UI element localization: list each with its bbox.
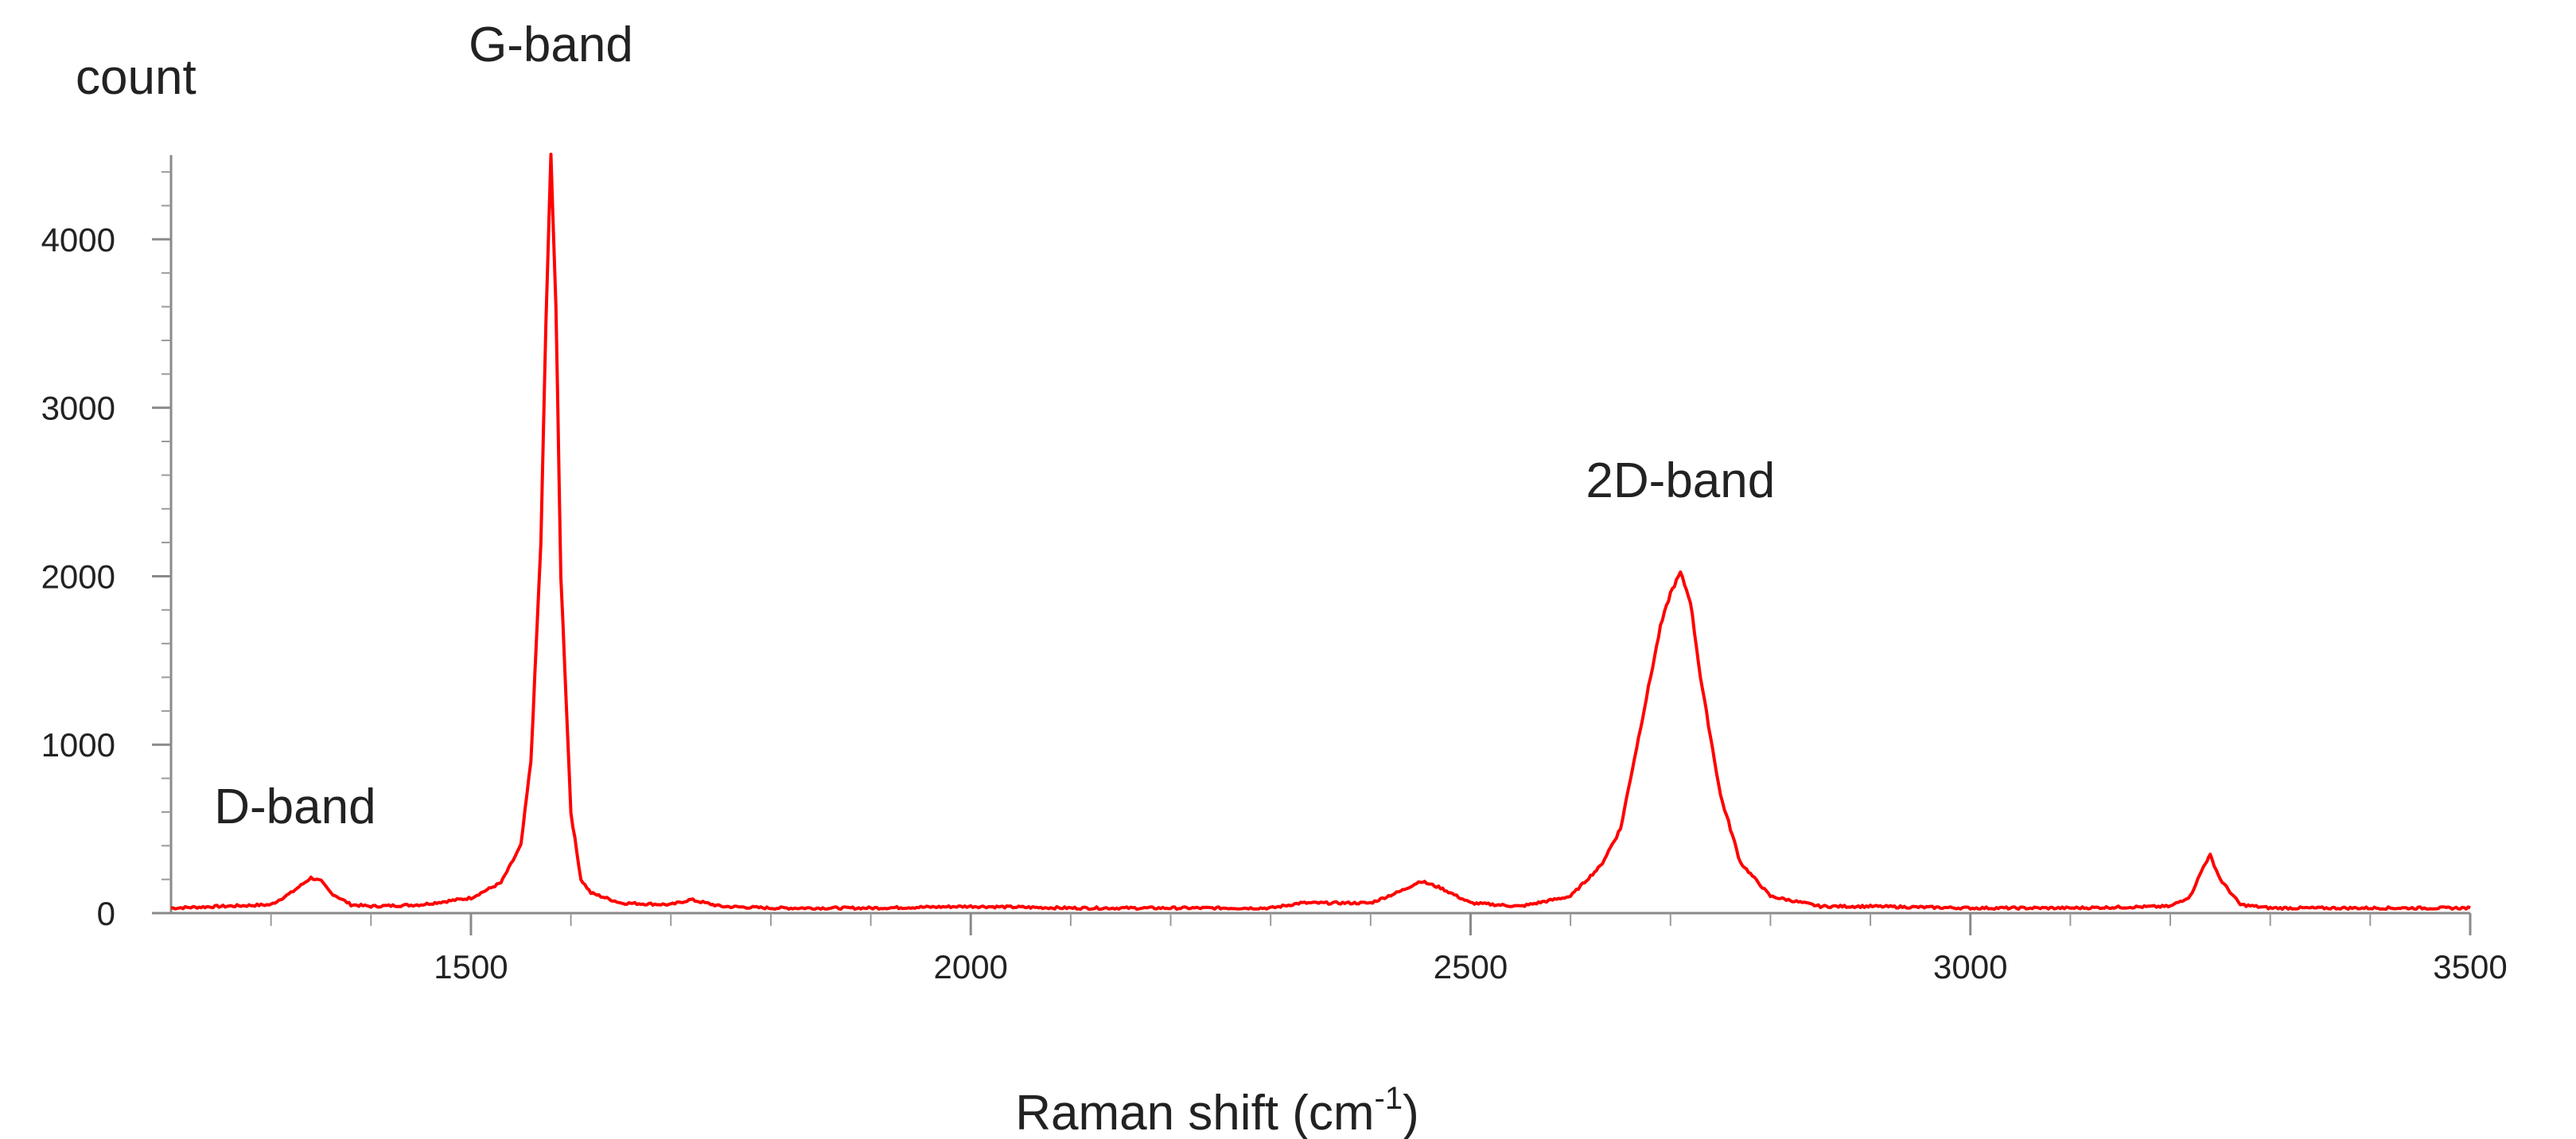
- peak-annotations: D-band G-band 2D-band: [214, 17, 1775, 834]
- y-tick-label: 0: [97, 895, 115, 932]
- x-tick-label: 2500: [1434, 948, 1508, 985]
- axis-ticks: 1500 2000 2500 3000 3500 0 1000 2000 3000 4000: [41, 171, 2508, 985]
- x-tick-label: 3500: [2433, 948, 2507, 985]
- x-axis-title-close: ): [1403, 1086, 1419, 1139]
- y-tick-label: 4000: [41, 221, 115, 259]
- x-axis-title: Raman shift (cm-1): [1015, 1081, 1419, 1139]
- y-tick-label: 3000: [41, 390, 115, 427]
- y-axis-title: count: [76, 50, 197, 105]
- series-line: [170, 153, 2471, 912]
- x-tick-label: 3000: [1933, 948, 2007, 985]
- peak-label: D-band: [214, 779, 376, 834]
- x-tick-label: 1500: [434, 948, 508, 985]
- y-tick-label: 2000: [41, 558, 115, 595]
- y-tick-label: 1000: [41, 726, 115, 764]
- peak-label: 2D-band: [1586, 453, 1775, 508]
- x-axis-title-main: Raman shift (cm: [1015, 1086, 1374, 1139]
- peak-label: G-band: [469, 17, 633, 72]
- x-tick-label: 2000: [933, 948, 1007, 985]
- x-axis-title-superscript: -1: [1375, 1081, 1403, 1116]
